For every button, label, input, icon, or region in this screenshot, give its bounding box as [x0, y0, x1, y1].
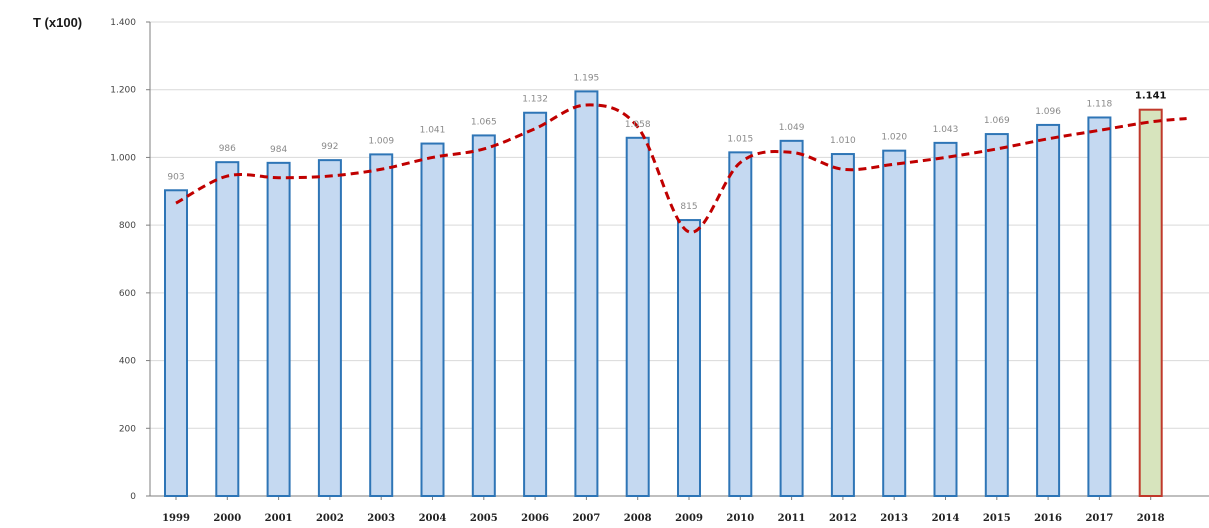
x-tick-label: 2016 [1034, 513, 1062, 524]
x-tick-label: 2013 [880, 513, 908, 524]
trend-line [175, 103, 1187, 234]
bar [215, 161, 240, 497]
y-tick-label: 200 [119, 424, 136, 434]
bar [471, 134, 496, 498]
bar [420, 142, 445, 497]
data-label: 1.132 [522, 95, 548, 105]
data-label: 1.049 [779, 123, 805, 133]
x-tick-label: 2008 [624, 513, 652, 524]
y-axis-ticks: 0 200 400 600 800 1.000 1.200 1.400 [110, 18, 136, 502]
bar [574, 90, 599, 498]
data-label: 1.118 [1087, 99, 1113, 109]
bar [266, 161, 291, 498]
x-tick-label: 2017 [1085, 513, 1113, 524]
data-label: 984 [270, 145, 287, 155]
data-labels: 903 986 984 992 1.009 1.041 1.065 1.132 1.195 1.0… [167, 73, 1166, 212]
trend-line-path [175, 103, 1187, 234]
data-label: 1.195 [574, 73, 600, 83]
x-tick-label: 2018 [1137, 513, 1165, 524]
x-tick-label: 2001 [265, 513, 293, 524]
x-tick-label: 2015 [983, 513, 1011, 524]
x-axis-ticks: 1999 2000 2001 2002 2003 2004 2005 2006 2007 2008… [162, 513, 1165, 524]
bars [164, 90, 1163, 498]
x-tick-label: 2011 [778, 513, 806, 524]
data-label: 1.009 [368, 136, 394, 146]
data-label: 1.069 [984, 116, 1010, 126]
x-tick-label: 2006 [521, 513, 549, 524]
y-tick-label: 600 [119, 289, 136, 299]
bar [1138, 108, 1163, 497]
bar [369, 153, 394, 497]
x-tick-label: 2000 [213, 513, 241, 524]
x-tick-label: 2007 [572, 513, 600, 524]
x-tick-label: 2009 [675, 513, 703, 524]
x-tick-label: 2010 [726, 513, 754, 524]
bar [523, 111, 548, 497]
bar [882, 149, 907, 498]
bar [984, 133, 1009, 497]
bar [728, 151, 753, 497]
data-label: 1.043 [933, 125, 959, 135]
data-label: 1.058 [625, 120, 651, 130]
x-tick-label: 2014 [932, 513, 960, 524]
bar [1036, 123, 1061, 497]
bar [164, 189, 188, 498]
data-label: 1.010 [830, 136, 856, 146]
x-tick-label: 2002 [316, 513, 344, 524]
bar [779, 139, 804, 498]
y-tick-label: 0 [130, 492, 136, 502]
bar [1087, 116, 1112, 497]
x-tick-label: 2004 [419, 513, 447, 524]
data-label: 986 [219, 144, 236, 154]
bar [933, 141, 958, 497]
data-label: 1.041 [420, 126, 446, 136]
bar [625, 136, 650, 497]
data-label: 1.096 [1035, 107, 1061, 117]
y-tick-label: 400 [119, 357, 136, 367]
data-label: 815 [680, 202, 697, 212]
y-tick-label: 1.000 [110, 153, 136, 163]
bar [830, 153, 855, 498]
data-label: 1.065 [471, 117, 497, 127]
y-tick-label: 1.400 [110, 18, 136, 28]
data-label: 1.141 [1135, 91, 1167, 102]
x-tick-label: 1999 [162, 513, 190, 524]
x-tick-label: 2003 [367, 513, 395, 524]
data-label: 1.020 [881, 133, 907, 143]
data-label: 1.015 [727, 134, 753, 144]
data-label: 992 [321, 142, 338, 152]
x-tick-label: 2012 [829, 513, 857, 524]
y-axis-label: T (x100) [33, 15, 82, 30]
bar [677, 219, 701, 497]
bar [317, 159, 342, 497]
x-tick-label: 2005 [470, 513, 498, 524]
data-label: 903 [167, 172, 184, 182]
y-tick-label: 800 [119, 221, 136, 231]
y-tick-label: 1.200 [110, 86, 136, 96]
